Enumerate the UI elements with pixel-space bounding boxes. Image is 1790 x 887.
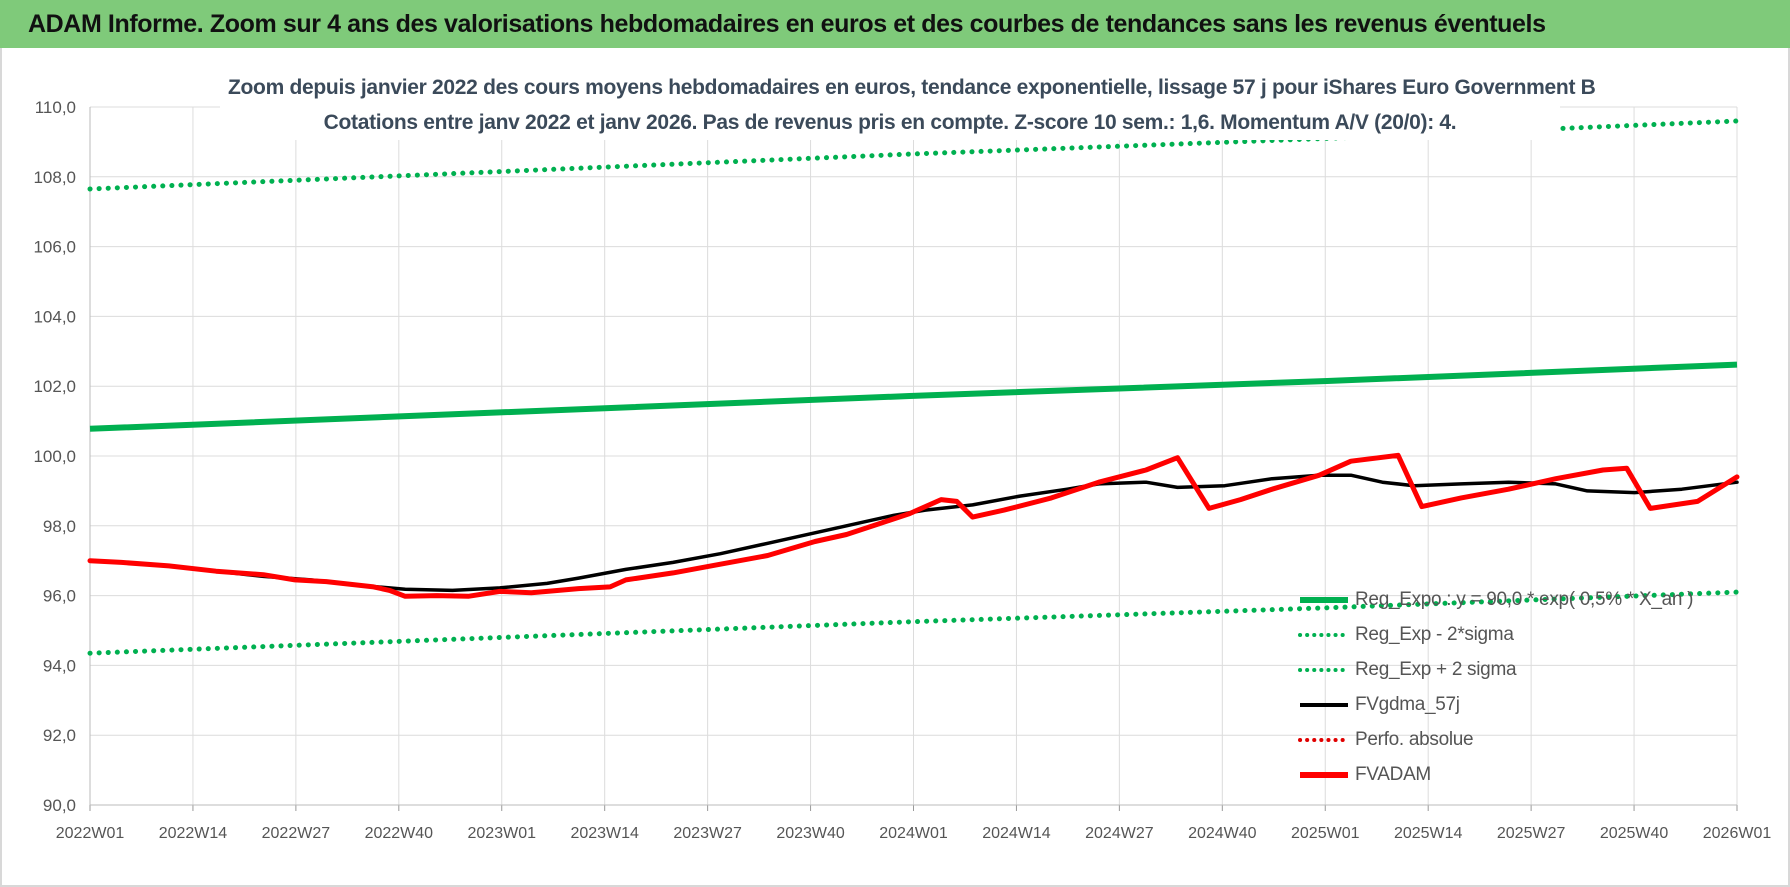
legend-label: Perfo. absolue [1355,728,1474,750]
x-tick-label: 2024W01 [879,825,948,842]
x-tick-label: 2024W27 [1085,825,1154,842]
legend-swatch [1297,664,1351,676]
x-tick-label: 2023W27 [673,825,742,842]
legend-item-2: Reg_Exp + 2 sigma [1297,652,1717,687]
legend-item-4: Perfo. absolue [1297,722,1717,757]
x-tick-label: 2023W40 [776,825,845,842]
y-tick-label: 104,0 [33,307,76,326]
x-tick-label: 2022W40 [365,825,434,842]
x-tick-label: 2022W01 [56,825,125,842]
x-tick-label: 2025W40 [1600,825,1669,842]
y-tick-label: 100,0 [33,447,76,466]
x-tick-label: 2022W14 [159,825,228,842]
series-line-0 [89,361,1738,432]
x-tick-label: 2022W27 [262,825,331,842]
y-tick-label: 94,0 [43,656,76,675]
x-tick-label: 2025W01 [1291,825,1360,842]
legend-label: FVgdma_57j [1355,693,1460,715]
legend-label: Reg_Exp + 2 sigma [1355,658,1517,680]
chart-title-block: Zoom depuis janvier 2022 des cours moyen… [220,70,1596,140]
chart-legend: Reg_Expo : y = 90,0 * exp( 0,5% * X_an )… [1297,582,1717,792]
y-tick-label: 90,0 [43,796,76,815]
legend-item-3: FVgdma_57j [1297,687,1717,722]
y-tick-label: 96,0 [43,587,76,606]
x-axis: 2022W01 2022W14 2022W27 2022W40 2023W01 2023W… [56,804,1772,842]
y-tick-label: 98,0 [43,517,76,536]
legend-swatch [1297,594,1351,606]
legend-label: FVADAM [1355,763,1431,785]
chart-title: Zoom depuis janvier 2022 des cours moyen… [220,70,1596,105]
legend-item-0: Reg_Expo : y = 90,0 * exp( 0,5% * X_an ) [1297,582,1717,617]
series-line-5 [87,452,1740,599]
legend-swatch [1297,769,1351,781]
chart-frame [0,48,1790,887]
legend-item-1: Reg_Exp - 2*sigma [1297,617,1717,652]
y-tick-label: 108,0 [33,168,76,187]
y-tick-label: 106,0 [33,238,76,257]
x-tick-label: 2024W40 [1188,825,1257,842]
y-tick-label: 92,0 [43,726,76,745]
x-tick-label: 2025W27 [1497,825,1566,842]
legend-swatch [1297,629,1351,641]
y-tick-label: 110,0 [35,98,76,117]
chart-subtitle: Cotations entre janv 2022 et janv 2026. … [220,105,1560,140]
y-axis: 110,0 108,0 106,0 104,0 102,0 100,0 98,0 96,0 94… [33,98,91,815]
x-tick-label: 2026W01 [1703,825,1772,842]
x-tick-label: 2023W01 [468,825,537,842]
legend-label: Reg_Expo : y = 90,0 * exp( 0,5% * X_an ) [1355,588,1694,610]
series-line-1 [87,589,1740,656]
legend-label: Reg_Exp - 2*sigma [1355,623,1514,645]
report-title: ADAM Informe. Zoom sur 4 ans des valoris… [28,9,1546,38]
report-banner: ADAM Informe. Zoom sur 4 ans des valoris… [0,0,1790,48]
legend-item-5: FVADAM [1297,757,1717,792]
legend-swatch [1297,734,1351,746]
x-tick-label: 2024W14 [982,825,1051,842]
x-tick-label: 2025W14 [1394,825,1463,842]
legend-swatch [1297,699,1351,711]
y-tick-label: 102,0 [33,377,76,396]
x-tick-label: 2023W14 [570,825,639,842]
